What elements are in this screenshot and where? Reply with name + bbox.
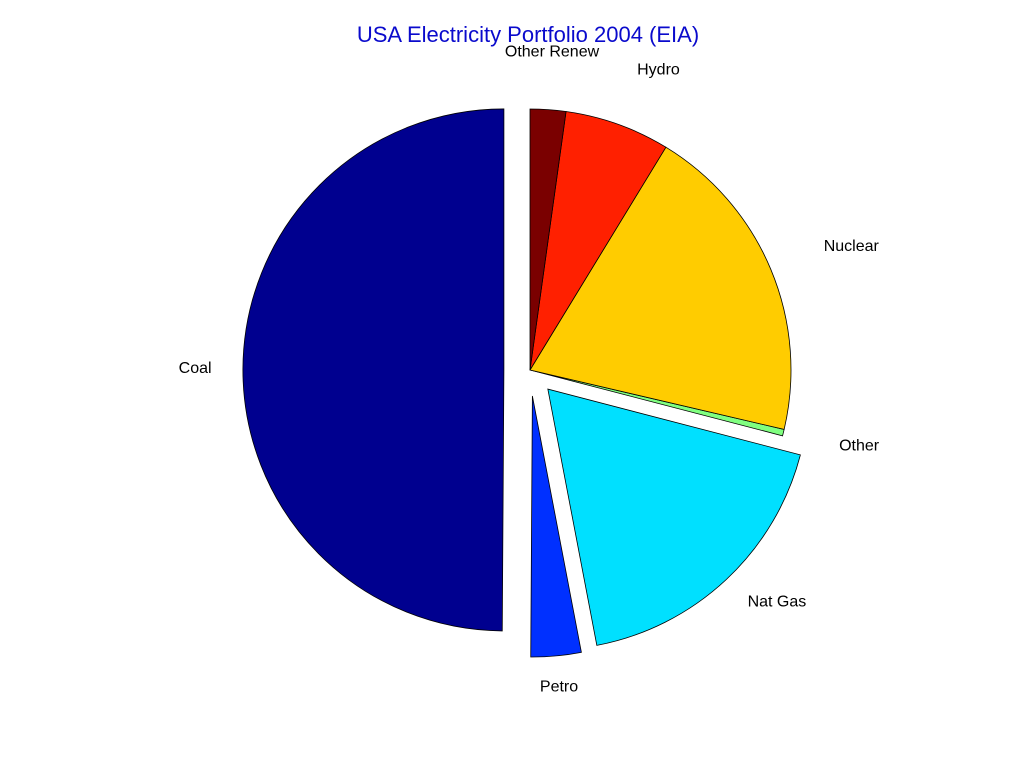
pie-slice [242, 108, 505, 632]
pie-slice [529, 108, 567, 371]
slice-label: Nat Gas [748, 594, 807, 611]
pie-slice [547, 388, 801, 646]
slice-label: Coal [179, 360, 212, 377]
pie-slice [530, 395, 582, 658]
slice-label: Other Renew [505, 44, 600, 61]
slice-label: Petro [540, 678, 578, 695]
slice-label: Hydro [637, 61, 680, 78]
slice-label: Nuclear [824, 238, 880, 255]
chart-title: USA Electricity Portfolio 2004 (EIA) [357, 22, 699, 47]
slice-label: Other [839, 438, 880, 455]
pie-slice [529, 146, 792, 430]
